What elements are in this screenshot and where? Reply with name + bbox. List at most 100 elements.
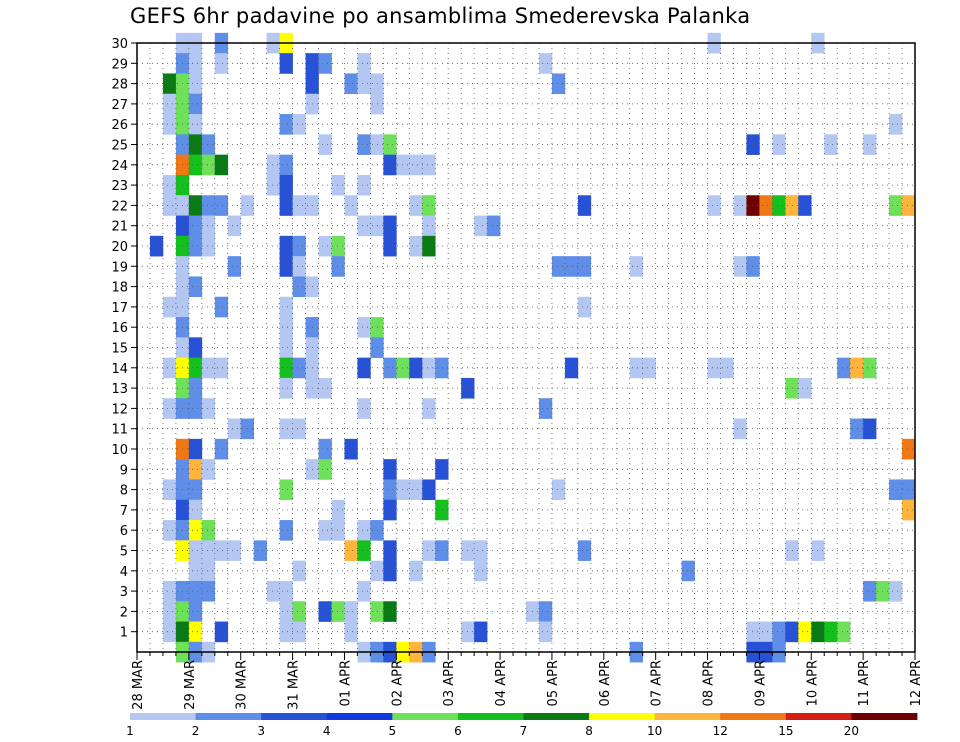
y-tick-label: 3	[120, 585, 128, 600]
heatmap-cell	[409, 195, 423, 216]
heatmap-cell	[902, 499, 916, 521]
y-tick-label: 2	[120, 605, 128, 620]
x-tick-label: 01 APR	[339, 660, 354, 706]
heatmap-cell	[188, 53, 203, 74]
heatmap-cell	[889, 195, 903, 216]
heatmap-cell	[707, 195, 721, 216]
heatmap-cell	[279, 195, 293, 216]
x-tick-label: 08 APR	[702, 660, 717, 706]
y-tick-label: 19	[111, 260, 128, 275]
y-tick-label: 15	[111, 342, 128, 357]
heatmap-cell	[162, 601, 177, 622]
colorbar-label: 4	[323, 724, 331, 738]
x-tick-label: 12 APR	[909, 660, 924, 706]
colorbar-label: 15	[778, 724, 793, 738]
heatmap-cell	[474, 621, 488, 643]
heatmap-cell	[629, 357, 643, 379]
x-tick-label: 05 APR	[546, 660, 561, 706]
heatmap-cell	[383, 540, 397, 561]
heatmap-cell	[214, 154, 229, 176]
heatmap-cell	[201, 580, 216, 602]
heatmap-cell	[188, 357, 203, 379]
heatmap-cell	[279, 256, 293, 277]
heatmap-cell	[383, 459, 397, 480]
heatmap-cell	[162, 520, 177, 541]
x-tick-label: 11 APR	[857, 660, 872, 706]
colorbar-label: 1	[126, 724, 134, 738]
heatmap-cell	[292, 195, 306, 216]
heatmap-cell	[863, 134, 877, 155]
chart-title: GEFS 6hr padavine po ansamblima Smederev…	[130, 4, 751, 28]
heatmap-cell	[863, 418, 877, 440]
y-tick-label: 6	[120, 524, 128, 539]
colorbar-segment	[326, 713, 393, 720]
colorbar-segment	[392, 713, 459, 720]
heatmap-cell	[188, 601, 203, 622]
heatmap-cell	[383, 479, 397, 501]
heatmap-cell	[409, 235, 423, 257]
heatmap-cell	[318, 235, 332, 257]
heatmap-cell	[642, 357, 656, 379]
heatmap-cell	[279, 479, 293, 501]
heatmap-cell	[214, 540, 229, 561]
heatmap-cell	[279, 296, 293, 318]
heatmap-cell	[383, 134, 397, 155]
colorbar-label: 8	[585, 724, 593, 738]
y-tick-label: 11	[111, 423, 128, 438]
heatmap-cell	[188, 580, 203, 602]
heatmap-cell	[785, 621, 799, 643]
colorbar-segment	[654, 713, 721, 720]
heatmap-cell	[344, 195, 358, 216]
heatmap-cell	[201, 357, 216, 379]
heatmap-cell	[188, 93, 203, 115]
heatmap-cell	[292, 235, 306, 257]
heatmap-cell	[798, 195, 812, 216]
colorbar-label: 20	[844, 724, 859, 738]
heatmap-cell	[344, 438, 358, 460]
heatmap-cell	[538, 53, 553, 74]
heatmap-cell	[253, 540, 267, 561]
heatmap-cell	[798, 621, 812, 643]
heatmap-cell	[292, 601, 306, 622]
heatmap-cell	[577, 296, 592, 318]
heatmap-cell	[149, 235, 164, 257]
x-tick-label: 02 APR	[390, 660, 405, 706]
y-tick-label: 4	[120, 565, 128, 580]
heatmap-cell	[266, 154, 280, 176]
heatmap-cell	[759, 621, 773, 643]
heatmap-cell	[422, 195, 436, 216]
heatmap-cell	[331, 256, 345, 277]
colorbar-label: 10	[647, 724, 662, 738]
heatmap-cell	[227, 418, 242, 440]
heatmap-cell	[279, 114, 293, 135]
heatmap-cell	[162, 296, 177, 318]
colorbar-label: 6	[454, 724, 462, 738]
heatmap-cell	[409, 154, 423, 176]
heatmap-cell	[733, 195, 747, 216]
heatmap-cell	[357, 73, 371, 95]
heatmap-cell	[889, 580, 903, 602]
heatmap-cell	[772, 134, 786, 155]
heatmap-cell	[188, 134, 203, 155]
heatmap-cell	[214, 357, 229, 379]
heatmap-cell	[435, 540, 449, 561]
heatmap-cell	[188, 560, 203, 582]
heatmap-cell	[837, 621, 851, 643]
y-tick-label: 25	[111, 139, 128, 154]
heatmap-cell	[188, 621, 203, 643]
heatmap-cell	[850, 418, 864, 440]
heatmap-cell	[746, 621, 760, 643]
heatmap-cell	[201, 134, 216, 155]
y-tick-label: 10	[111, 443, 128, 458]
heatmap-cell	[318, 377, 332, 399]
heatmap-cell	[551, 73, 566, 95]
x-tick-label: 28 MAR	[131, 660, 146, 710]
heatmap-cell	[902, 195, 916, 216]
heatmap-cell	[201, 520, 216, 541]
colorbar-label: 12	[713, 724, 728, 738]
heatmap-cell	[279, 418, 293, 440]
colorbar-segment	[523, 713, 590, 720]
heatmap-cell	[344, 621, 358, 643]
heatmap-cell	[357, 580, 371, 602]
heatmap-cell	[487, 215, 501, 237]
